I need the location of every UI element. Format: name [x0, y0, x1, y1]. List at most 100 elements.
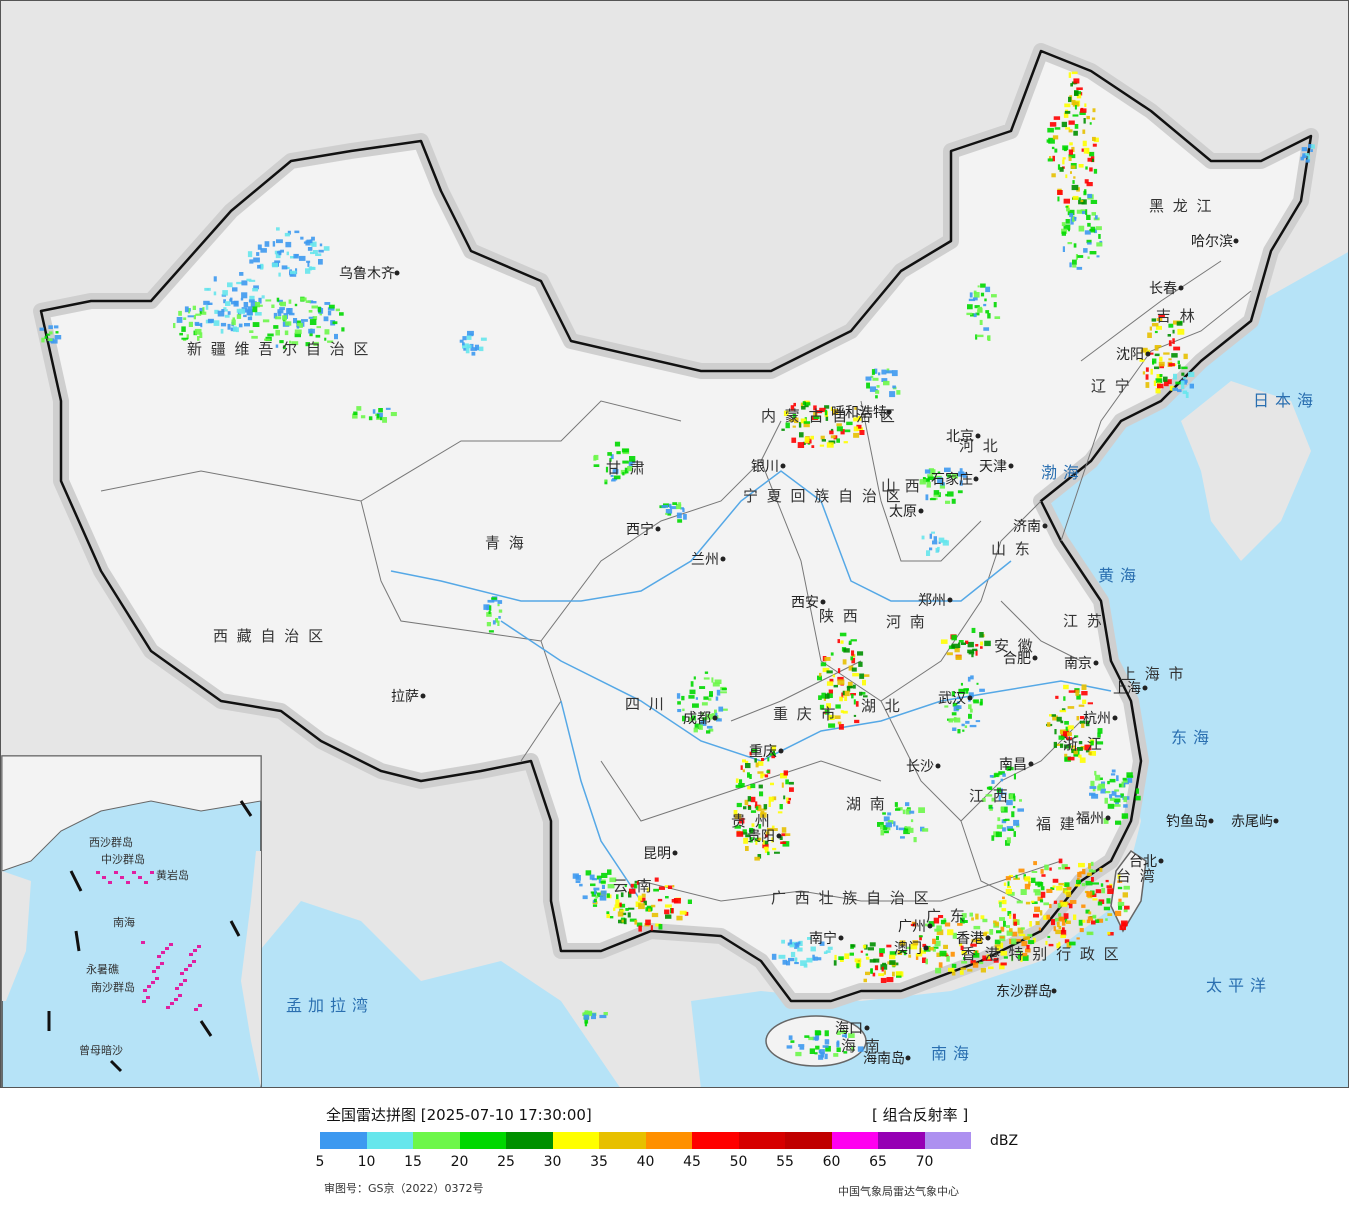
province-label: 西 藏 自 治 区	[213, 627, 325, 645]
echo-cell	[600, 880, 606, 884]
echo-cell	[826, 681, 834, 686]
echo-cell	[272, 241, 276, 247]
echo-cell	[1094, 770, 1097, 776]
echo-cell	[786, 797, 790, 804]
echo-cell	[864, 674, 870, 677]
echo-cell	[661, 505, 668, 508]
echo-cell	[993, 773, 999, 778]
sea-label: 太平洋	[1206, 976, 1272, 995]
echo-cell	[478, 346, 484, 352]
echo-cell	[173, 323, 176, 329]
echo-cell	[1092, 787, 1096, 792]
echo-cell	[1106, 885, 1112, 889]
city-marker	[935, 763, 941, 769]
echo-cell	[903, 950, 907, 956]
reef-marker	[114, 871, 118, 874]
reef-marker	[102, 876, 106, 879]
echo-cell	[301, 319, 308, 322]
echo-cell	[1114, 795, 1122, 798]
echo-cell	[254, 302, 260, 308]
echo-cell	[651, 912, 659, 918]
echo-cell	[1037, 881, 1041, 888]
echo-cell	[926, 550, 931, 556]
echo-cell	[1064, 103, 1071, 108]
echo-cell	[750, 810, 757, 813]
echo-cell	[865, 956, 870, 960]
echo-cell	[756, 805, 762, 812]
echo-cell	[976, 682, 979, 685]
city-marker	[1093, 660, 1099, 666]
echo-cell	[1065, 109, 1069, 112]
echo-cell	[636, 922, 643, 927]
echo-cell	[1076, 716, 1080, 721]
echo-cell	[599, 895, 607, 901]
echo-cell	[1089, 167, 1093, 172]
echo-cell	[1079, 720, 1086, 724]
echo-cell	[327, 311, 332, 316]
echo-cell	[754, 758, 757, 763]
echo-cell	[790, 405, 795, 411]
echo-cell	[1067, 756, 1075, 761]
echo-cell	[813, 411, 818, 417]
echo-cell	[1078, 862, 1085, 868]
echo-cell	[665, 914, 672, 919]
echo-cell	[1025, 901, 1031, 905]
echo-cell	[1013, 819, 1020, 826]
echo-cell	[758, 761, 764, 766]
echo-cell	[671, 908, 674, 914]
echo-cell	[850, 656, 853, 661]
echo-cell	[795, 942, 799, 947]
echo-cell	[1091, 793, 1099, 799]
echo-cell	[703, 696, 709, 700]
echo-cell	[757, 854, 762, 859]
echo-cell	[650, 925, 653, 931]
echo-cell	[931, 531, 935, 534]
reef-marker	[143, 989, 147, 992]
echo-cell	[643, 900, 647, 906]
echo-cell	[760, 773, 766, 777]
echo-cell	[1187, 371, 1195, 377]
echo-cell	[935, 547, 939, 553]
echo-cell	[751, 748, 758, 753]
echo-cell	[247, 251, 253, 258]
echo-cell	[749, 751, 752, 756]
echo-cell	[744, 799, 749, 806]
echo-cell	[976, 334, 984, 338]
echo-cell	[760, 810, 765, 816]
echo-cell	[1058, 858, 1063, 864]
echo-cell	[963, 688, 969, 691]
echo-cell	[872, 377, 879, 381]
echo-cell	[830, 435, 836, 439]
echo-cell	[887, 820, 894, 824]
echo-cell	[1080, 200, 1084, 203]
echo-cell	[859, 673, 865, 679]
echo-cell	[1124, 905, 1130, 910]
echo-cell	[789, 787, 794, 792]
city-marker	[420, 693, 426, 699]
echo-cell	[870, 375, 874, 378]
echo-cell	[1018, 868, 1025, 873]
echo-cell	[755, 840, 758, 845]
echo-cell	[1073, 78, 1080, 84]
echo-cell	[766, 770, 770, 774]
echo-cell	[830, 652, 834, 656]
echo-cell	[840, 640, 844, 644]
echo-cell	[945, 493, 948, 497]
echo-cell	[1068, 690, 1076, 693]
echo-cell	[846, 687, 851, 692]
echo-cell	[199, 311, 202, 314]
echo-cell	[899, 940, 906, 946]
city-label: 石家庄	[931, 471, 973, 488]
echo-cell	[1070, 171, 1072, 174]
echo-cell	[789, 944, 795, 948]
province-label: 广 西 壮 族 自 治 区	[771, 889, 931, 907]
echo-cell	[486, 612, 492, 617]
echo-cell	[763, 846, 769, 850]
echo-cell	[207, 302, 213, 305]
echo-cell	[257, 304, 263, 307]
echo-cell	[720, 691, 727, 694]
echo-cell	[1002, 773, 1006, 777]
echo-cell	[687, 899, 692, 904]
echo-cell	[951, 970, 956, 976]
echo-cell	[842, 659, 847, 665]
